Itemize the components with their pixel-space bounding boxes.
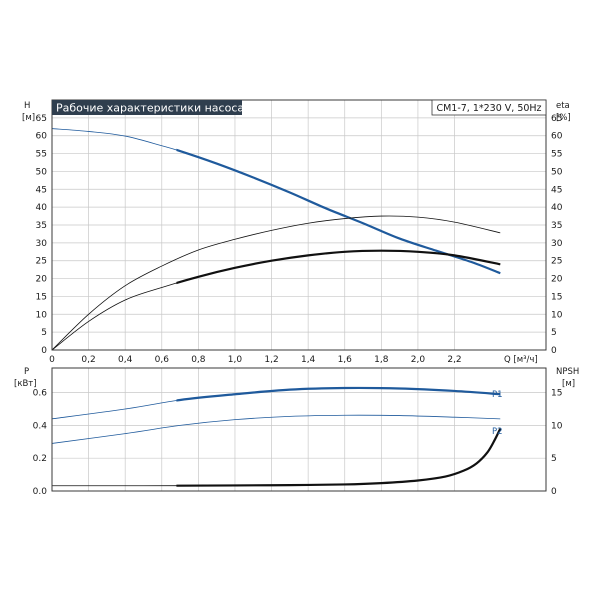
- bottom-left-axis-label: P: [24, 367, 29, 377]
- bottom-right-axis-label: NPSH: [556, 367, 579, 377]
- y-left-tick-label: 60: [36, 132, 48, 142]
- y-left-tick-label: 15: [36, 292, 47, 302]
- npsh-axis-tick-label: 0: [551, 487, 557, 497]
- top-series-2-line: [51, 215, 501, 351]
- bottom-left-axis-unit: [кВт]: [14, 379, 37, 389]
- y-right-tick-label: 0: [551, 346, 557, 356]
- curve-layer: [51, 128, 502, 487]
- npsh-axis-tick-label: 10: [551, 421, 563, 431]
- bottom-series-2-line: [51, 428, 501, 487]
- info-box: [431, 99, 547, 116]
- chart-title: Рабочие характеристики насоса: [56, 102, 244, 115]
- x-tick-label: 1,8: [374, 355, 389, 365]
- y-left-tick-label: 40: [36, 203, 48, 213]
- npsh-axis-tick-label: 5: [551, 454, 557, 464]
- top-right-axis-unit: [%]: [556, 113, 571, 123]
- y-left-tick-label: 20: [36, 275, 48, 285]
- y-right-tick-label: 15: [551, 292, 562, 302]
- series-label-p2: P2: [492, 427, 503, 437]
- y-right-tick-label: 55: [551, 150, 562, 160]
- y-right-tick-label: 65: [551, 114, 562, 124]
- y-right-tick-label: 20: [551, 275, 563, 285]
- top-series-0-operating-range: [176, 148, 501, 275]
- y-left-tick-label: 65: [36, 114, 47, 124]
- y-left-tick-label: 35: [36, 221, 47, 231]
- bottom-series-2-operating-range: [176, 428, 502, 487]
- x-tick-label: 1,2: [264, 355, 278, 365]
- chart-title-background: [52, 100, 242, 115]
- bottom-right-axis-unit: [м]: [562, 379, 575, 389]
- p-axis-tick-label: 0.0: [33, 487, 48, 497]
- top-left-axis-unit: [м]: [22, 113, 35, 123]
- x-tick-label: 1,4: [301, 355, 316, 365]
- x-tick-label: 1,6: [338, 355, 353, 365]
- x-tick-label: 0,8: [191, 355, 206, 365]
- y-right-tick-label: 10: [551, 310, 563, 320]
- y-right-tick-label: 35: [551, 221, 562, 231]
- y-right-tick-label: 5: [551, 328, 557, 338]
- x-tick-label: 0,4: [118, 355, 133, 365]
- y-left-tick-label: 10: [36, 310, 48, 320]
- top-panel-frame: [51, 99, 547, 351]
- y-left-tick-label: 55: [36, 150, 47, 160]
- x-tick-label: 2,2: [447, 355, 461, 365]
- y-right-tick-label: 30: [551, 239, 563, 249]
- x-tick-label: 1,0: [228, 355, 243, 365]
- x-tick-label: 0,6: [155, 355, 170, 365]
- bottom-series-1-line: [51, 414, 501, 444]
- y-left-tick-label: 45: [36, 185, 47, 195]
- series-label-p1: P1: [492, 390, 503, 400]
- p-axis-tick-label: 0.6: [33, 389, 48, 399]
- x-tick-label: 0: [49, 355, 55, 365]
- y-right-tick-label: 45: [551, 185, 562, 195]
- y-left-tick-label: 5: [41, 328, 47, 338]
- bottom-series-0-operating-range: [176, 386, 501, 402]
- y-left-tick-label: 0: [41, 346, 47, 356]
- top-series-1-operating-range: [176, 249, 501, 285]
- bottom-panel-frame: [51, 367, 547, 492]
- npsh-axis-tick-label: 15: [551, 389, 562, 399]
- y-right-tick-label: 40: [551, 203, 563, 213]
- top-left-axis-label: H: [24, 101, 30, 111]
- p-axis-tick-label: 0.4: [33, 421, 48, 431]
- x-tick-label: 2,0: [411, 355, 426, 365]
- y-left-tick-label: 30: [36, 239, 48, 249]
- pump-model-info: CM1-7, 1*230 V, 50Hz: [436, 103, 541, 114]
- y-right-tick-label: 25: [551, 257, 562, 267]
- x-tick-label: 0,2: [81, 355, 95, 365]
- tick-label-layer: 0 0,2 0,4 0,6 0,8 1,0 1,2 1,4 1,6 1,8 2,0 2,20 05 510…: [33, 114, 563, 497]
- bottom-panel-grid: [51, 368, 546, 491]
- top-panel-grid: [51, 100, 546, 350]
- top-series-0-line: [51, 128, 501, 274]
- x-axis-label: Q [м³/ч]: [504, 355, 538, 365]
- y-left-tick-label: 25: [36, 257, 47, 267]
- top-series-1-line: [51, 250, 501, 351]
- y-right-tick-label: 60: [551, 132, 563, 142]
- y-left-tick-label: 50: [36, 167, 48, 177]
- y-right-tick-label: 50: [551, 167, 563, 177]
- top-right-axis-label: eta: [556, 101, 570, 111]
- p-axis-tick-label: 0.2: [33, 454, 47, 464]
